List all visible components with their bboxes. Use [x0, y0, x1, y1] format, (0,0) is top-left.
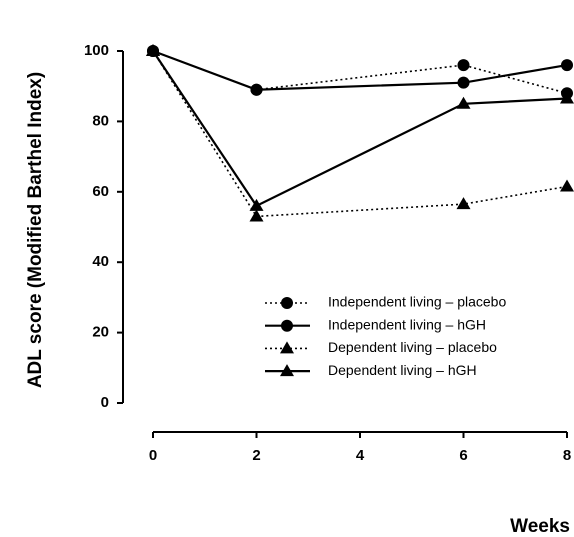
legend-marker: [280, 364, 294, 377]
legend-marker: [281, 297, 293, 309]
marker: [249, 209, 264, 222]
marker: [249, 198, 264, 211]
y-tick-label: 40: [92, 253, 109, 270]
y-tick-label: 80: [92, 112, 109, 129]
x-axis-title: Weeks: [510, 516, 570, 537]
marker: [457, 76, 470, 89]
x-tick-label: 6: [459, 447, 467, 464]
y-axis-title: ADL score (Modified Barthel Index): [25, 72, 46, 388]
series-line: [152, 49, 568, 91]
x-tick-label: 4: [356, 447, 365, 464]
marker: [457, 59, 470, 72]
y-tick-label: 60: [92, 183, 109, 200]
legend-label: Independent living – placebo: [328, 294, 506, 310]
legend-label: Independent living – hGH: [328, 316, 486, 332]
legend-label: Dependent living – hGH: [328, 362, 477, 378]
y-tick-label: 20: [92, 324, 109, 341]
x-tick-label: 2: [252, 447, 260, 464]
marker: [456, 197, 471, 210]
x-tick-label: 8: [563, 447, 571, 464]
y-tick-label: 0: [101, 394, 109, 411]
legend-marker: [281, 319, 293, 332]
series-line: [152, 50, 568, 218]
x-tick-label: 0: [149, 447, 157, 464]
legend-label: Dependent living – placebo: [328, 339, 497, 355]
marker: [146, 44, 160, 56]
marker: [250, 83, 263, 96]
marker: [560, 91, 574, 104]
y-tick-label: 100: [84, 42, 109, 59]
marker: [561, 59, 573, 72]
legend-marker: [280, 341, 294, 354]
series-line: [152, 50, 568, 208]
marker: [456, 96, 471, 109]
marker: [560, 179, 574, 192]
